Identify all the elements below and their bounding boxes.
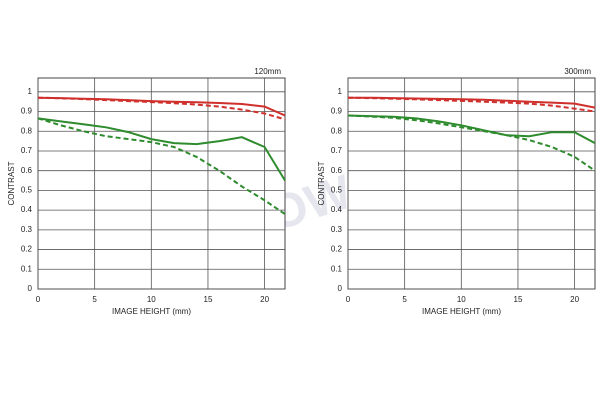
y-tick-label: 0 <box>28 284 33 293</box>
y-tick-label: 0.1 <box>331 264 343 273</box>
y-tick-label: 0.2 <box>331 245 343 254</box>
x-tick-label: 5 <box>402 295 407 304</box>
line-series <box>37 96 286 121</box>
line-series <box>347 96 596 113</box>
x-axis-label: IMAGE HEIGHT (mm) <box>112 307 191 316</box>
chart-title: 300mm <box>564 67 591 76</box>
y-tick-label: 0.5 <box>21 186 33 195</box>
y-tick-label: 0.2 <box>21 245 33 254</box>
line-series <box>37 117 286 215</box>
x-tick-label: 0 <box>346 295 351 304</box>
x-tick-label: 5 <box>92 295 97 304</box>
y-tick-label: 0.9 <box>21 107 33 116</box>
y-tick-label: 0.9 <box>331 107 343 116</box>
x-tick-label: 10 <box>457 295 466 304</box>
plot-area <box>347 77 596 290</box>
x-tick-label: 0 <box>36 295 41 304</box>
y-tick-label: 1 <box>28 87 33 96</box>
x-tick-label: 20 <box>260 295 269 304</box>
chart-title: 120mm <box>254 67 281 76</box>
y-axis-label: CONTRAST <box>7 161 16 205</box>
y-axis-label: CONTRAST <box>317 161 326 205</box>
y-tick-label: 0.4 <box>331 205 343 214</box>
y-tick-label: 0.6 <box>331 166 343 175</box>
y-tick-label: 0.4 <box>21 205 33 214</box>
x-tick-label: 15 <box>514 295 523 304</box>
y-tick-label: 0.1 <box>21 264 33 273</box>
line-series <box>37 117 286 182</box>
y-tick-label: 0.6 <box>21 166 33 175</box>
line-series <box>347 114 596 172</box>
y-tick-label: 0.8 <box>21 126 33 135</box>
y-tick-label: 0 <box>338 284 343 293</box>
y-tick-label: 0.5 <box>331 186 343 195</box>
y-tick-label: 0.7 <box>21 146 33 155</box>
x-tick-label: 10 <box>147 295 156 304</box>
x-axis-label: IMAGE HEIGHT (mm) <box>422 307 501 316</box>
plot-area <box>37 77 286 290</box>
x-tick-label: 20 <box>570 295 579 304</box>
y-tick-label: 1 <box>338 87 343 96</box>
y-tick-label: 0.3 <box>21 225 33 234</box>
y-tick-label: 0.3 <box>331 225 343 234</box>
x-tick-label: 15 <box>204 295 213 304</box>
y-tick-label: 0.7 <box>331 146 343 155</box>
y-tick-label: 0.8 <box>331 126 343 135</box>
